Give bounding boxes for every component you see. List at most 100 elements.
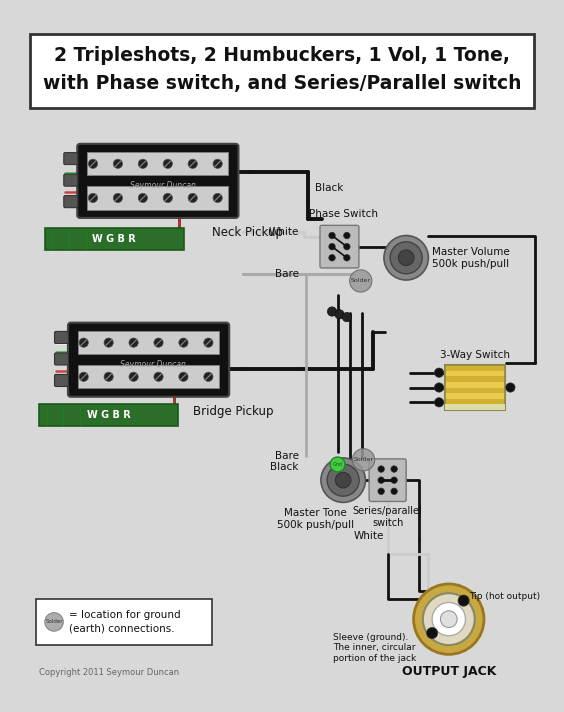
FancyBboxPatch shape [55, 332, 68, 343]
Text: Solder: Solder [45, 619, 63, 624]
Circle shape [352, 449, 374, 471]
Circle shape [154, 338, 163, 347]
Text: Black: Black [270, 462, 299, 472]
Bar [444, 371, 505, 377]
Circle shape [113, 159, 122, 169]
Text: W G B R: W G B R [87, 410, 131, 420]
Circle shape [506, 383, 515, 392]
Text: Solder: Solder [354, 457, 373, 462]
Circle shape [390, 242, 422, 274]
Circle shape [129, 372, 138, 382]
Circle shape [343, 232, 350, 239]
FancyBboxPatch shape [36, 599, 212, 645]
Text: Neck Pickup: Neck Pickup [212, 226, 283, 239]
FancyBboxPatch shape [68, 323, 229, 397]
Circle shape [89, 159, 98, 169]
Bar [444, 393, 505, 399]
Circle shape [188, 159, 197, 169]
Text: Master Volume
500k push/pull: Master Volume 500k push/pull [432, 247, 510, 268]
Circle shape [204, 372, 213, 382]
Text: White: White [268, 227, 299, 237]
Text: Black: Black [315, 183, 343, 193]
Text: OUTPUT JACK: OUTPUT JACK [402, 666, 496, 679]
Text: Bridge Pickup: Bridge Pickup [193, 405, 274, 418]
Circle shape [426, 627, 438, 639]
FancyBboxPatch shape [78, 365, 219, 389]
Circle shape [188, 194, 197, 203]
FancyBboxPatch shape [78, 331, 219, 355]
Circle shape [328, 307, 337, 316]
Circle shape [391, 477, 398, 483]
Text: Tip (hot output): Tip (hot output) [469, 592, 540, 602]
Circle shape [434, 383, 444, 392]
Bar [444, 399, 505, 404]
Text: with Phase switch, and Series/Parallel switch: with Phase switch, and Series/Parallel s… [43, 74, 521, 93]
FancyBboxPatch shape [39, 404, 178, 426]
Circle shape [179, 338, 188, 347]
Circle shape [398, 250, 414, 266]
Text: Series/parallel
switch: Series/parallel switch [352, 506, 422, 528]
Circle shape [440, 611, 457, 627]
FancyBboxPatch shape [64, 174, 78, 186]
FancyBboxPatch shape [444, 365, 505, 409]
FancyBboxPatch shape [77, 144, 239, 218]
Circle shape [163, 194, 173, 203]
Circle shape [163, 159, 173, 169]
Text: Master Tone
500k push/pull: Master Tone 500k push/pull [277, 508, 354, 530]
Circle shape [327, 464, 359, 496]
Text: Sleeve (ground).
The inner, circular
portion of the jack: Sleeve (ground). The inner, circular por… [333, 633, 416, 663]
Circle shape [342, 313, 351, 322]
Text: W G B R: W G B R [92, 234, 136, 244]
Circle shape [336, 472, 351, 488]
FancyBboxPatch shape [87, 187, 228, 209]
Circle shape [89, 194, 98, 203]
FancyBboxPatch shape [64, 152, 78, 164]
Circle shape [350, 270, 372, 292]
Circle shape [154, 372, 163, 382]
Text: (earth) connections.: (earth) connections. [69, 624, 174, 634]
Circle shape [104, 372, 113, 382]
Circle shape [79, 338, 89, 347]
Bar [444, 377, 505, 382]
Bar [444, 404, 505, 409]
Text: Bare: Bare [275, 269, 299, 279]
Circle shape [138, 194, 147, 203]
Circle shape [378, 466, 385, 472]
Circle shape [458, 595, 469, 606]
Circle shape [104, 338, 113, 347]
Bar [444, 365, 505, 371]
Text: Solder: Solder [351, 278, 371, 283]
Circle shape [391, 488, 398, 495]
FancyBboxPatch shape [45, 228, 184, 251]
Circle shape [138, 159, 147, 169]
Circle shape [384, 236, 429, 280]
FancyBboxPatch shape [55, 353, 68, 365]
Circle shape [343, 244, 350, 250]
FancyBboxPatch shape [64, 196, 78, 208]
FancyBboxPatch shape [320, 226, 359, 268]
Text: Gnd: Gnd [333, 462, 342, 467]
Text: Copyright 2011 Seymour Duncan: Copyright 2011 Seymour Duncan [39, 668, 179, 676]
Text: = location for ground: = location for ground [69, 610, 180, 620]
Circle shape [330, 457, 345, 472]
Circle shape [321, 458, 365, 503]
Circle shape [434, 368, 444, 377]
FancyBboxPatch shape [87, 152, 228, 175]
FancyBboxPatch shape [30, 33, 534, 108]
Bar [444, 382, 505, 387]
Text: 2 Tripleshots, 2 Humbuckers, 1 Vol, 1 Tone,: 2 Tripleshots, 2 Humbuckers, 1 Vol, 1 To… [54, 46, 510, 66]
FancyBboxPatch shape [55, 375, 68, 387]
Bar [444, 404, 505, 409]
Circle shape [213, 194, 222, 203]
Circle shape [113, 194, 122, 203]
Circle shape [432, 602, 465, 636]
Circle shape [79, 372, 89, 382]
FancyBboxPatch shape [369, 459, 406, 501]
Circle shape [329, 254, 335, 261]
Bar [444, 387, 505, 393]
Circle shape [335, 310, 344, 319]
Circle shape [45, 612, 63, 632]
Circle shape [329, 232, 335, 239]
Circle shape [179, 372, 188, 382]
Circle shape [213, 159, 222, 169]
